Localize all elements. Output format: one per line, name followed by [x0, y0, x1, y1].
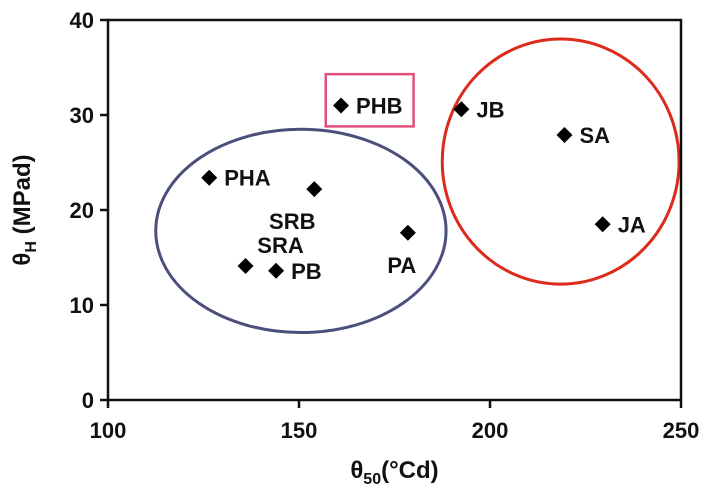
data-point-marker: [594, 216, 611, 233]
point-label: SRB: [269, 209, 315, 234]
y-tick-label: 10: [70, 293, 94, 318]
x-tick-label: 250: [663, 418, 700, 443]
point-label: PHB: [356, 94, 402, 119]
data-point-marker: [556, 126, 573, 143]
point-label: JB: [476, 97, 504, 122]
data-point-marker: [201, 169, 218, 186]
data-point-marker: [399, 224, 416, 241]
y-tick-label: 30: [70, 103, 94, 128]
plot-frame: [106, 18, 683, 402]
point-label: JA: [618, 212, 646, 237]
cluster-ellipse: [154, 127, 448, 335]
x-tick-label: 200: [472, 418, 509, 443]
data-point-marker: [268, 262, 285, 279]
y-tick-label: 20: [70, 198, 94, 223]
data-point-marker: [306, 181, 323, 198]
highlight-box: [324, 72, 415, 128]
y-axis-label: θH (MPad): [9, 154, 40, 265]
data-point-marker: [237, 258, 254, 275]
point-label: PA: [387, 253, 416, 278]
x-axis-label: θ50(°Cd): [350, 457, 438, 488]
x-tick-label: 100: [90, 418, 127, 443]
annotation-layer: [154, 37, 681, 335]
point-label: PHA: [224, 166, 271, 191]
x-tick-label: 150: [281, 418, 318, 443]
cluster-ellipse: [440, 37, 681, 286]
point-label: PB: [291, 259, 322, 284]
tick-layer: 100 150 200 250 0 10 20 30 40: [70, 8, 700, 443]
data-point-marker: [453, 101, 470, 118]
point-label: SRA: [257, 233, 304, 258]
y-tick-label: 0: [82, 388, 94, 413]
point-label: SA: [579, 123, 610, 148]
y-tick-label: 40: [70, 8, 94, 33]
data-point-marker: [333, 97, 350, 114]
